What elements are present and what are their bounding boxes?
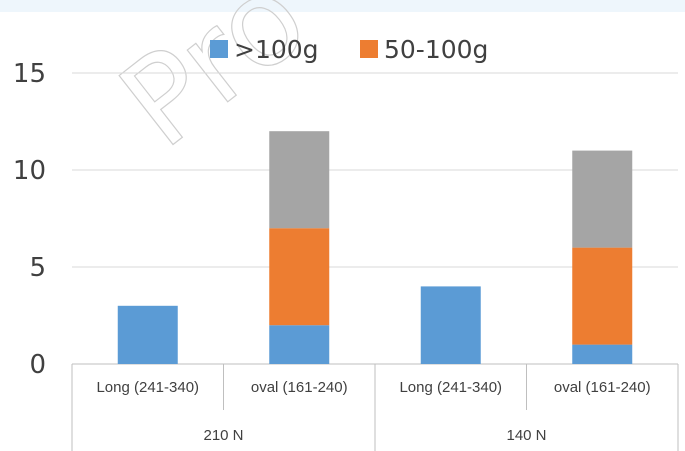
bar-segment-series-2-cat-4 (572, 247, 633, 345)
category-label: Long (241-340) (96, 379, 199, 396)
legend-swatch (360, 40, 378, 58)
y-tick-label: 0 (29, 350, 46, 380)
bar-segment-series-1-cat-3 (420, 286, 481, 364)
top-band (0, 0, 685, 12)
bar-segment-series-1-cat-1 (117, 305, 178, 364)
bar-segment-series-1-cat-4 (572, 344, 633, 364)
category-label: oval (161-240) (251, 379, 348, 396)
bar-segment-series-3-cat-2 (269, 131, 330, 229)
bar-segment-series-1-cat-2 (269, 325, 330, 364)
bar-segment-series-2-cat-2 (269, 228, 330, 326)
legend: >100g 50-100g (210, 35, 488, 64)
group-label: 140 N (506, 427, 546, 444)
x-axis: Long (241-340) oval (161-240) Long (241-34… (71, 364, 679, 451)
y-tick-label: 15 (13, 59, 46, 89)
legend-label: 50-100g (384, 35, 488, 64)
bar-segment-series-3-cat-4 (572, 150, 633, 248)
category-label: oval (161-240) (554, 379, 651, 396)
y-tick-label: 10 (13, 156, 46, 186)
bars (117, 131, 633, 364)
group-label: 210 N (203, 427, 243, 444)
legend-swatch (210, 40, 228, 58)
category-label: Long (241-340) (399, 379, 502, 396)
legend-label: >100g (234, 35, 319, 64)
y-axis-ticks: 0 5 10 15 (13, 59, 46, 380)
y-tick-label: 5 (29, 253, 46, 283)
